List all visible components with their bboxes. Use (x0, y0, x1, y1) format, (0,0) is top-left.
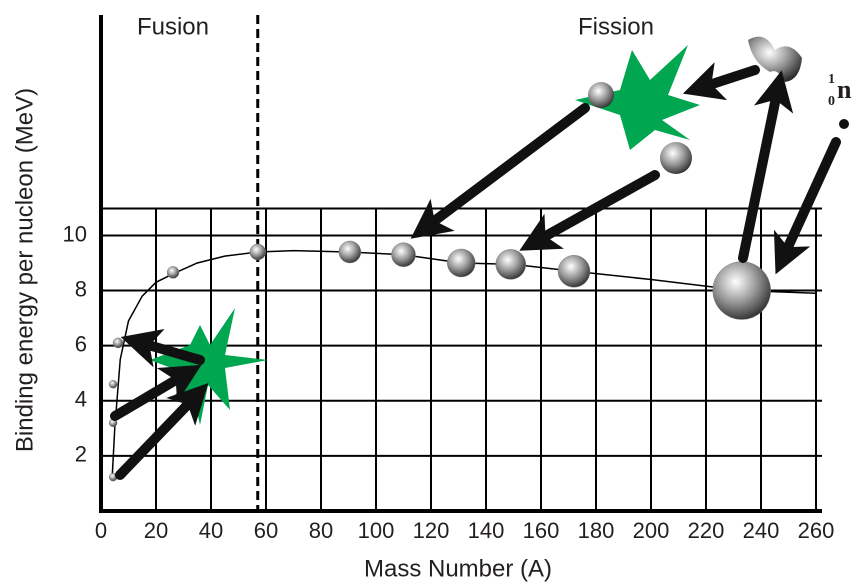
arrow (738, 70, 794, 263)
y-tick-label: 6 (75, 331, 87, 356)
arrow (120, 328, 205, 368)
fission-burst (575, 45, 700, 150)
nucleus (166, 266, 180, 279)
arrow (410, 103, 590, 239)
nucleus (112, 337, 124, 349)
x-tick-label: 60 (254, 518, 278, 543)
neutron (839, 119, 849, 129)
x-tick-label: 120 (413, 518, 450, 543)
neutron-mass: 1 (828, 72, 835, 87)
neutron-symbol: n (837, 75, 852, 104)
x-tick-label: 240 (743, 518, 780, 543)
x-tick-label: 200 (633, 518, 670, 543)
x-tick-label: 0 (95, 518, 107, 543)
x-tick-label: 180 (578, 518, 615, 543)
y-tick-label: 8 (75, 276, 87, 301)
splitting-nucleus (748, 36, 802, 82)
fusion-burst (150, 308, 268, 425)
x-tick-label: 20 (144, 518, 168, 543)
x-tick-label: 80 (309, 518, 333, 543)
y-axis-label: Binding energy per nucleon (MeV) (11, 88, 38, 452)
nucleus (338, 240, 362, 264)
nucleus (391, 242, 416, 267)
arrow (110, 364, 202, 421)
x-tick-label: 260 (798, 518, 835, 543)
nucleus (557, 255, 591, 288)
nucleus (447, 248, 476, 278)
x-tick-label: 160 (523, 518, 560, 543)
arrows (110, 62, 841, 480)
fusion-label: Fusion (137, 13, 209, 40)
arrow (682, 62, 760, 101)
arrow (115, 383, 209, 480)
arrow (519, 170, 660, 251)
y-tick-label: 2 (75, 442, 87, 467)
x-tick-label: 40 (199, 518, 223, 543)
fission-label: Fission (578, 13, 654, 40)
fragment (660, 142, 692, 174)
y-tick-label: 4 (75, 387, 87, 412)
x-tick-label: 140 (468, 518, 505, 543)
arrow (773, 137, 841, 275)
nucleus (712, 261, 771, 320)
x-tick-label: 220 (688, 518, 725, 543)
nucleus (495, 249, 526, 280)
x-axis-label: Mass Number (A) (364, 555, 552, 582)
fragment (588, 82, 614, 108)
nucleus (249, 243, 266, 261)
neutron-charge: 0 (828, 94, 835, 109)
nucleus (108, 379, 118, 389)
x-tick-label: 100 (358, 518, 395, 543)
y-tick-label: 10 (63, 221, 87, 246)
